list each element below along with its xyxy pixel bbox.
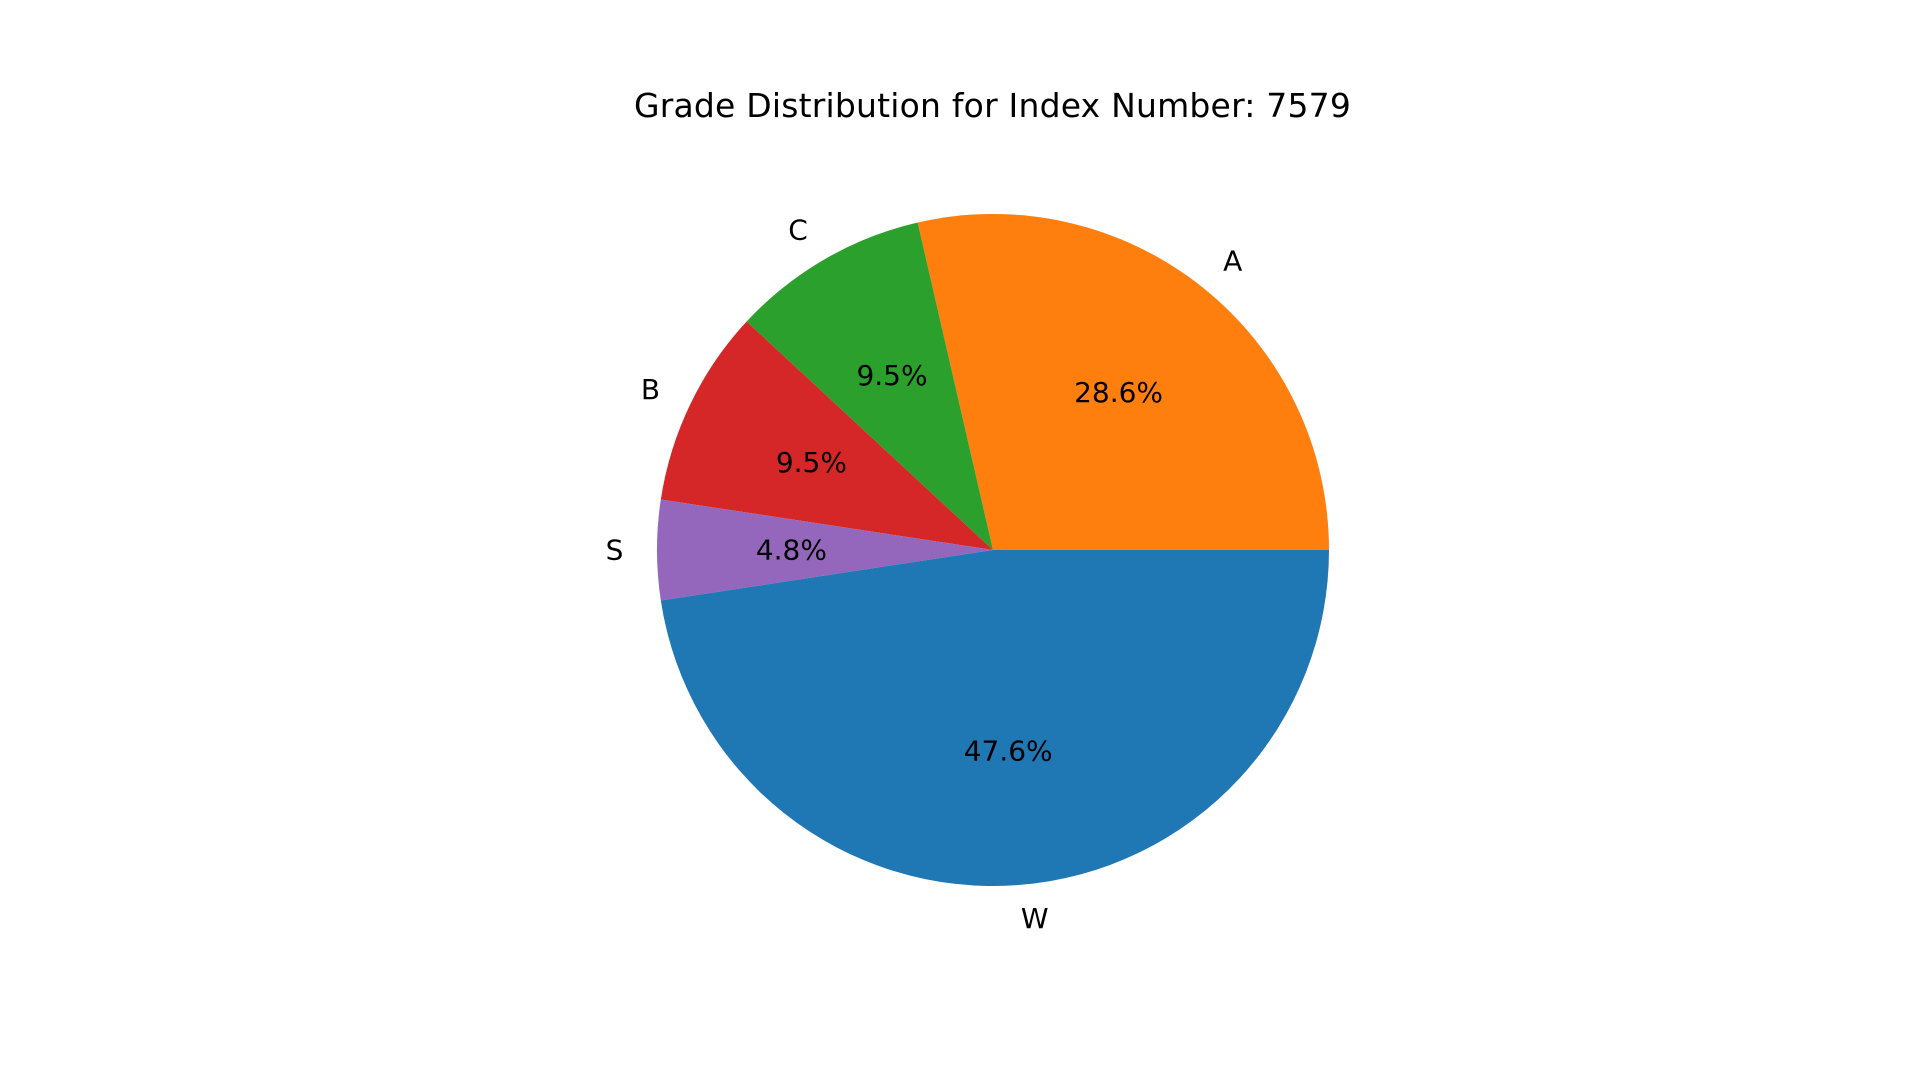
slice-label-w: W <box>1021 902 1049 935</box>
pie-slices <box>656 214 1329 887</box>
pie-slice-c <box>746 222 993 551</box>
slice-percent-b: 9.5% <box>776 446 847 479</box>
slice-label-b: B <box>641 373 660 406</box>
pie-slice-b <box>660 321 993 550</box>
chart-title: Grade Distribution for Index Number: 757… <box>633 86 1352 125</box>
slice-label-a: A <box>1223 244 1242 277</box>
slice-percent-s: 4.8% <box>756 534 827 567</box>
pie-slice-a <box>917 214 1329 550</box>
slice-percent-a: 28.6% <box>1074 376 1163 409</box>
pie-slice-w <box>660 550 1329 887</box>
pie-labels: A 28.6% C 9.5% B 9.5% S 4.8% W 47.6% <box>606 214 1243 935</box>
slice-label-c: C <box>788 214 808 247</box>
pie-slice-s <box>656 499 993 601</box>
slice-percent-w: 47.6% <box>964 735 1053 768</box>
slice-percent-c: 9.5% <box>856 359 927 392</box>
slice-label-s: S <box>606 534 624 567</box>
